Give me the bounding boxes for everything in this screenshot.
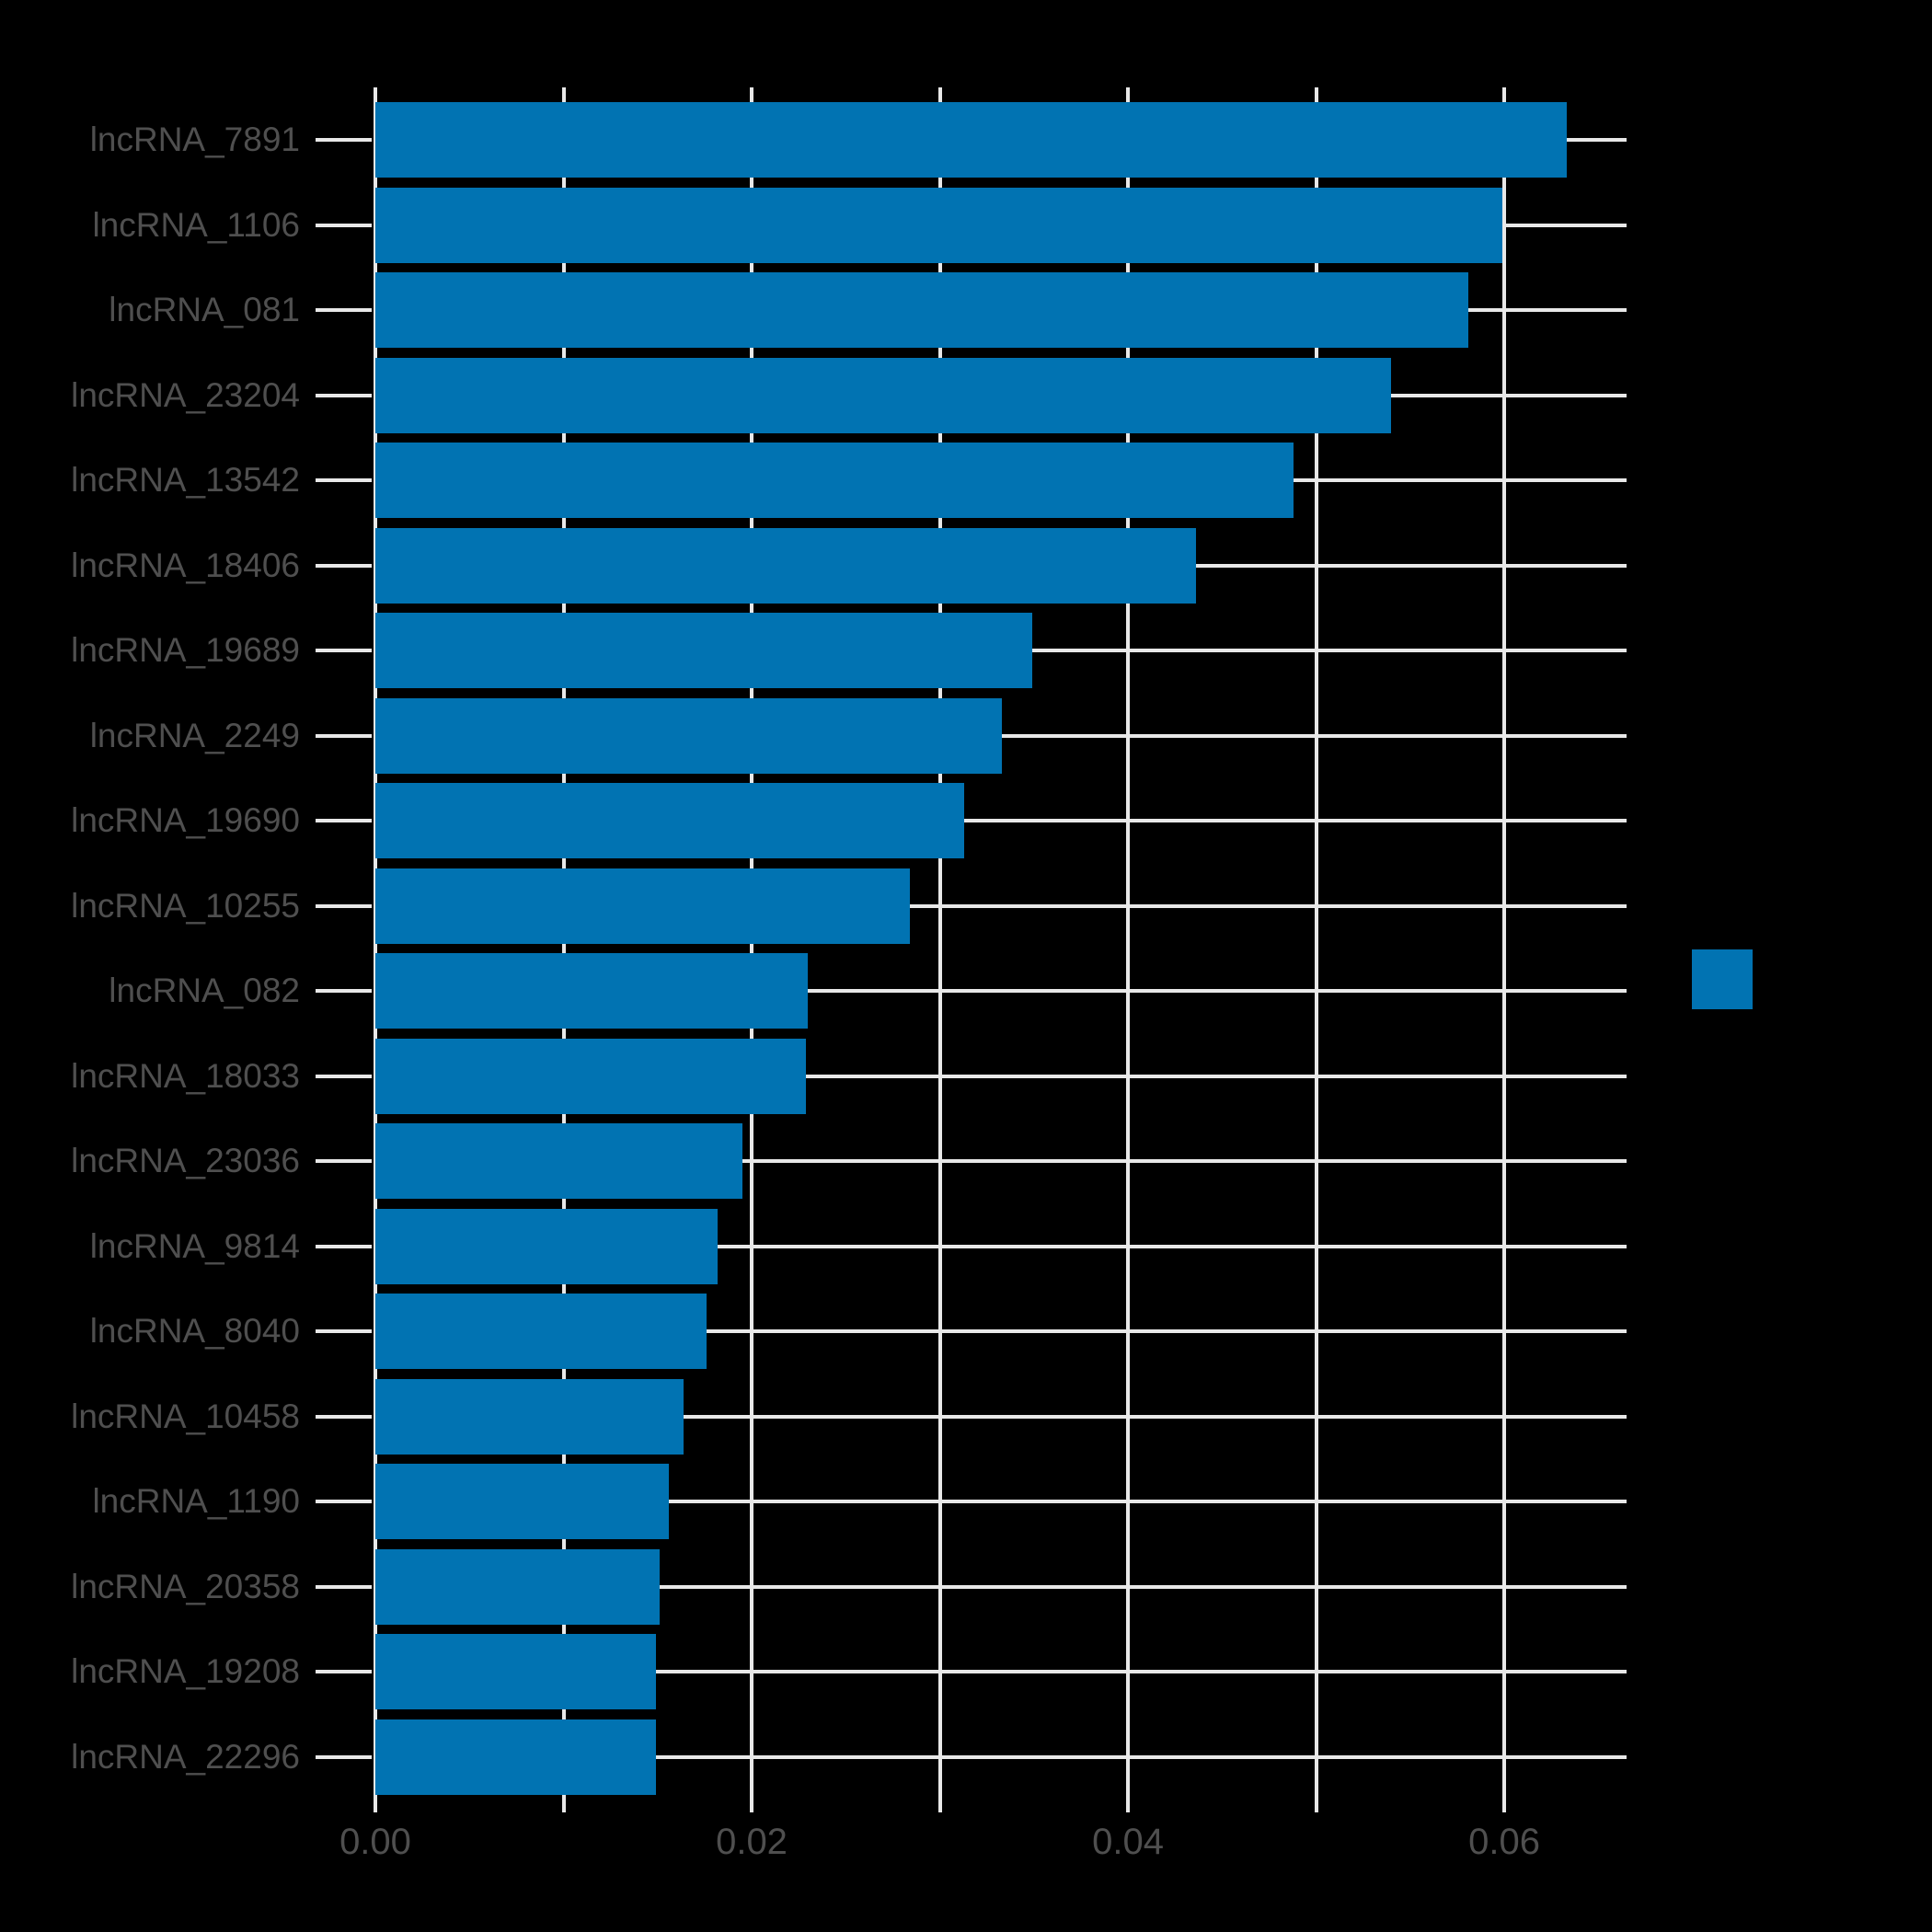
y-tick-label: lncRNA_082: [109, 972, 300, 1009]
y-gridline: [375, 1584, 1627, 1589]
y-tick-label: lncRNA_10255: [71, 886, 300, 925]
bar: [375, 443, 1294, 518]
y-gridline: [375, 1244, 1627, 1248]
bar: [375, 102, 1567, 178]
x-gridline: [1126, 87, 1131, 1799]
x-gridline: [1502, 87, 1507, 1799]
x-gridline: [1314, 87, 1318, 1799]
x-tick-mark: [1126, 1799, 1131, 1812]
legend-swatch: [1692, 949, 1753, 1009]
x-tick-mark: [1502, 1799, 1507, 1812]
y-gridline: [375, 1329, 1627, 1333]
bar: [375, 1294, 707, 1369]
bar: [375, 1123, 742, 1199]
x-tick-mark: [374, 1799, 377, 1812]
bar: [375, 187, 1503, 263]
y-tick-label: lncRNA_18033: [71, 1056, 300, 1095]
bar: [375, 783, 965, 858]
y-tick-mark: [316, 1670, 372, 1673]
plot-area: [374, 87, 1627, 1799]
bar: [375, 1634, 656, 1709]
y-tick-mark: [316, 649, 372, 652]
y-gridline: [375, 1074, 1627, 1078]
y-tick-mark: [316, 1754, 372, 1759]
bar: [375, 697, 1003, 774]
x-gridline: [937, 87, 942, 1799]
y-gridline: [375, 989, 1627, 993]
y-tick-label: lncRNA_22296: [71, 1737, 300, 1776]
y-tick-mark: [316, 1329, 372, 1333]
y-tick-mark: [316, 478, 372, 482]
y-tick-mark: [316, 138, 372, 142]
y-tick-mark: [316, 1244, 372, 1248]
bar: [375, 1548, 660, 1625]
bar: [375, 868, 910, 944]
y-tick-label: lncRNA_19690: [71, 801, 300, 839]
y-tick-label: lncRNA_23036: [71, 1142, 300, 1179]
y-tick-mark: [316, 1500, 372, 1503]
x-tick-mark: [750, 1799, 754, 1812]
y-tick-label: lncRNA_10458: [71, 1397, 300, 1435]
y-gridline: [375, 1159, 1627, 1163]
y-tick-label: lncRNA_081: [109, 291, 300, 328]
y-tick-mark: [316, 393, 372, 397]
y-gridline: [375, 819, 1627, 822]
y-tick-mark: [316, 308, 372, 312]
y-tick-label: lncRNA_8040: [89, 1312, 300, 1350]
legend: [1692, 949, 1753, 1009]
y-gridline: [375, 1754, 1627, 1759]
bar: [375, 613, 1032, 688]
x-tick-label: 0.04: [1092, 1822, 1164, 1862]
y-tick-label: lncRNA_18406: [71, 546, 300, 584]
y-tick-mark: [316, 1584, 372, 1589]
bar: [375, 272, 1469, 348]
y-tick-label: lncRNA_19208: [71, 1652, 300, 1690]
y-tick-mark: [316, 1159, 372, 1163]
y-tick-mark: [316, 903, 372, 908]
x-tick-mark: [561, 1799, 566, 1812]
bar: [375, 1719, 656, 1795]
y-gridline: [375, 1670, 1627, 1673]
y-tick-mark: [316, 819, 372, 822]
y-tick-label: lncRNA_20358: [71, 1567, 300, 1605]
y-gridline: [375, 1500, 1627, 1503]
y-tick-label: lncRNA_9814: [89, 1226, 300, 1265]
x-tick-label: 0.02: [716, 1822, 788, 1862]
bar: [375, 1208, 719, 1284]
y-tick-label: lncRNA_1106: [92, 205, 300, 244]
bar: [375, 1038, 807, 1114]
y-tick-label: lncRNA_2249: [89, 716, 300, 754]
y-tick-mark: [316, 563, 372, 568]
y-tick-mark: [316, 223, 372, 227]
bar: [375, 527, 1196, 604]
x-tick-label: 0.00: [339, 1822, 411, 1862]
bar: [375, 1464, 670, 1539]
y-axis: lncRNA_7891 lncRNA_1106 lncRNA_081 lncRNA_2…: [0, 87, 375, 1799]
x-tick-label: 0.06: [1468, 1822, 1540, 1862]
y-tick-label: lncRNA_1190: [92, 1482, 300, 1520]
y-tick-mark: [316, 989, 372, 993]
bar: [375, 953, 809, 1029]
bar: [375, 357, 1392, 433]
y-tick-label: lncRNA_23204: [71, 375, 300, 414]
x-axis: 0.00 0.02 0.04 0.06: [339, 1799, 1627, 1932]
y-tick-mark: [316, 1074, 372, 1078]
x-tick-mark: [937, 1799, 942, 1812]
y-tick-mark: [316, 733, 372, 738]
y-gridline: [375, 903, 1627, 908]
y-gridline: [375, 1414, 1627, 1419]
y-tick-mark: [316, 1414, 372, 1419]
y-tick-label: lncRNA_7891: [89, 121, 300, 158]
bar: [375, 1378, 684, 1455]
x-tick-mark: [1314, 1799, 1318, 1812]
y-tick-label: lncRNA_13542: [71, 461, 300, 499]
y-tick-label: lncRNA_19689: [71, 631, 300, 669]
